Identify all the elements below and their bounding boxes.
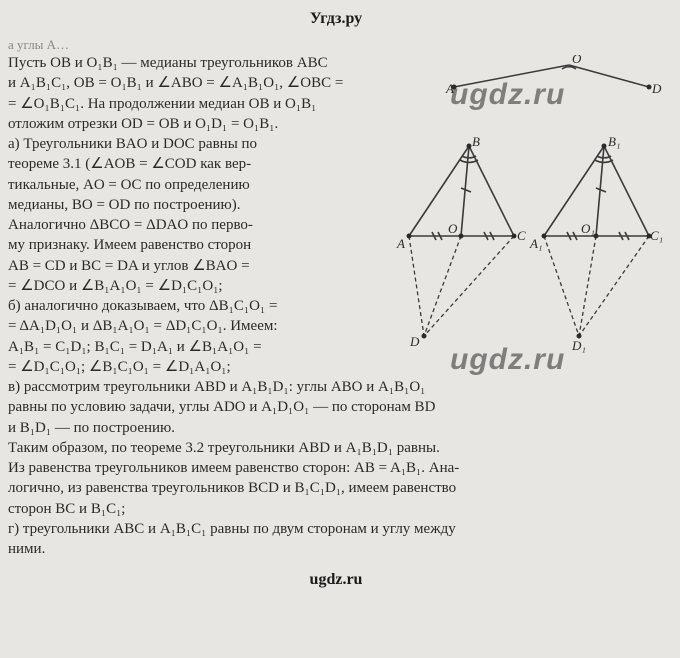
fig-label: D₁ — [571, 338, 586, 353]
page-header: Угдз.ру — [8, 8, 664, 30]
fig-label: B₁ — [608, 136, 620, 149]
text-line: Из равенства треугольников имеем равенст… — [8, 458, 664, 478]
fig-label: C₁ — [650, 228, 663, 243]
text-line: и B₁D₁ — по построению. — [8, 418, 664, 438]
fig-label: C — [517, 228, 526, 243]
fig-label: A₁ — [529, 236, 542, 251]
text-line: Таким образом, по теореме 3.2 треугольни… — [8, 438, 664, 458]
text-line: в) рассмотрим треугольники ABD и A₁B₁D₁:… — [8, 377, 664, 397]
text-line: логично, из равенства треугольников BCD … — [8, 478, 664, 498]
text-line: равны по условию задачи, углы ADO и A₁D₁… — [8, 397, 664, 417]
clipped-line: а углы A… — [8, 36, 664, 54]
figure-top-partial: A O D — [434, 55, 664, 95]
text-line: = ∠O₁B₁C₁. На продолжении медиан OB и O₁… — [8, 94, 664, 114]
text-line: сторон BC и B₁C₁; — [8, 499, 664, 519]
text-line: = ∠D₁C₁O₁; ∠B₁C₁O₁ = ∠D₁A₁O₁; — [8, 357, 664, 377]
fig-label: A — [396, 236, 405, 251]
solution-text: а углы A… A O D Пусть OB и O₁B₁ — медиан… — [8, 36, 664, 560]
fig-label: A — [445, 81, 454, 95]
page-footer: ugdz.ru — [8, 569, 664, 591]
fig-label: O₁ — [581, 221, 595, 236]
text-line: отложим отрезки OD = OB и O₁D₁ = O₁B₁. — [8, 114, 664, 134]
text-line: г) треугольники ABC и A₁B₁C₁ равны по дв… — [8, 519, 664, 539]
fig-label: D — [409, 334, 420, 349]
fig-label: D — [651, 81, 662, 95]
fig-label: O — [572, 55, 582, 66]
figure-triangles: A B C O D A₁ B₁ C₁ O₁ D₁ — [394, 136, 664, 356]
text-line: ними. — [8, 539, 664, 559]
fig-label: B — [472, 136, 480, 149]
fig-label: O — [448, 221, 458, 236]
